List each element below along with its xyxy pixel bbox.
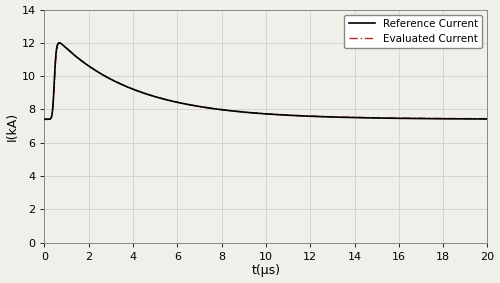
Reference Current <box>68 51 74 54</box>
Reference Current <box>56 41 62 44</box>
Evaluated Current <box>42 117 48 121</box>
Reference Current <box>42 118 48 121</box>
Reference Current <box>60 43 66 47</box>
Line: Reference Current: Reference Current <box>44 43 488 119</box>
Reference Current <box>44 118 50 121</box>
Evaluated Current <box>484 117 490 120</box>
Evaluated Current <box>258 112 264 115</box>
X-axis label: t(μs): t(μs) <box>252 264 280 277</box>
Evaluated Current <box>128 87 134 90</box>
Reference Current <box>258 112 264 115</box>
Y-axis label: I(kA): I(kA) <box>6 112 18 141</box>
Legend: Reference Current, Evaluated Current: Reference Current, Evaluated Current <box>344 15 482 48</box>
Evaluated Current <box>60 43 66 46</box>
Evaluated Current <box>461 117 467 120</box>
Evaluated Current <box>68 50 74 54</box>
Reference Current <box>461 117 467 121</box>
Evaluated Current <box>44 117 50 121</box>
Reference Current <box>484 117 490 121</box>
Evaluated Current <box>56 41 62 44</box>
Reference Current <box>128 87 134 90</box>
Line: Evaluated Current: Evaluated Current <box>44 43 488 119</box>
